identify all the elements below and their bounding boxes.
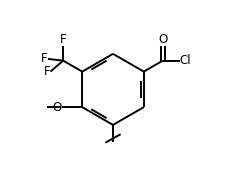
Text: F: F — [44, 65, 50, 78]
Text: F: F — [60, 33, 66, 46]
Text: Cl: Cl — [179, 54, 191, 67]
Text: F: F — [41, 52, 48, 65]
Text: O: O — [158, 33, 167, 46]
Text: O: O — [52, 101, 62, 114]
